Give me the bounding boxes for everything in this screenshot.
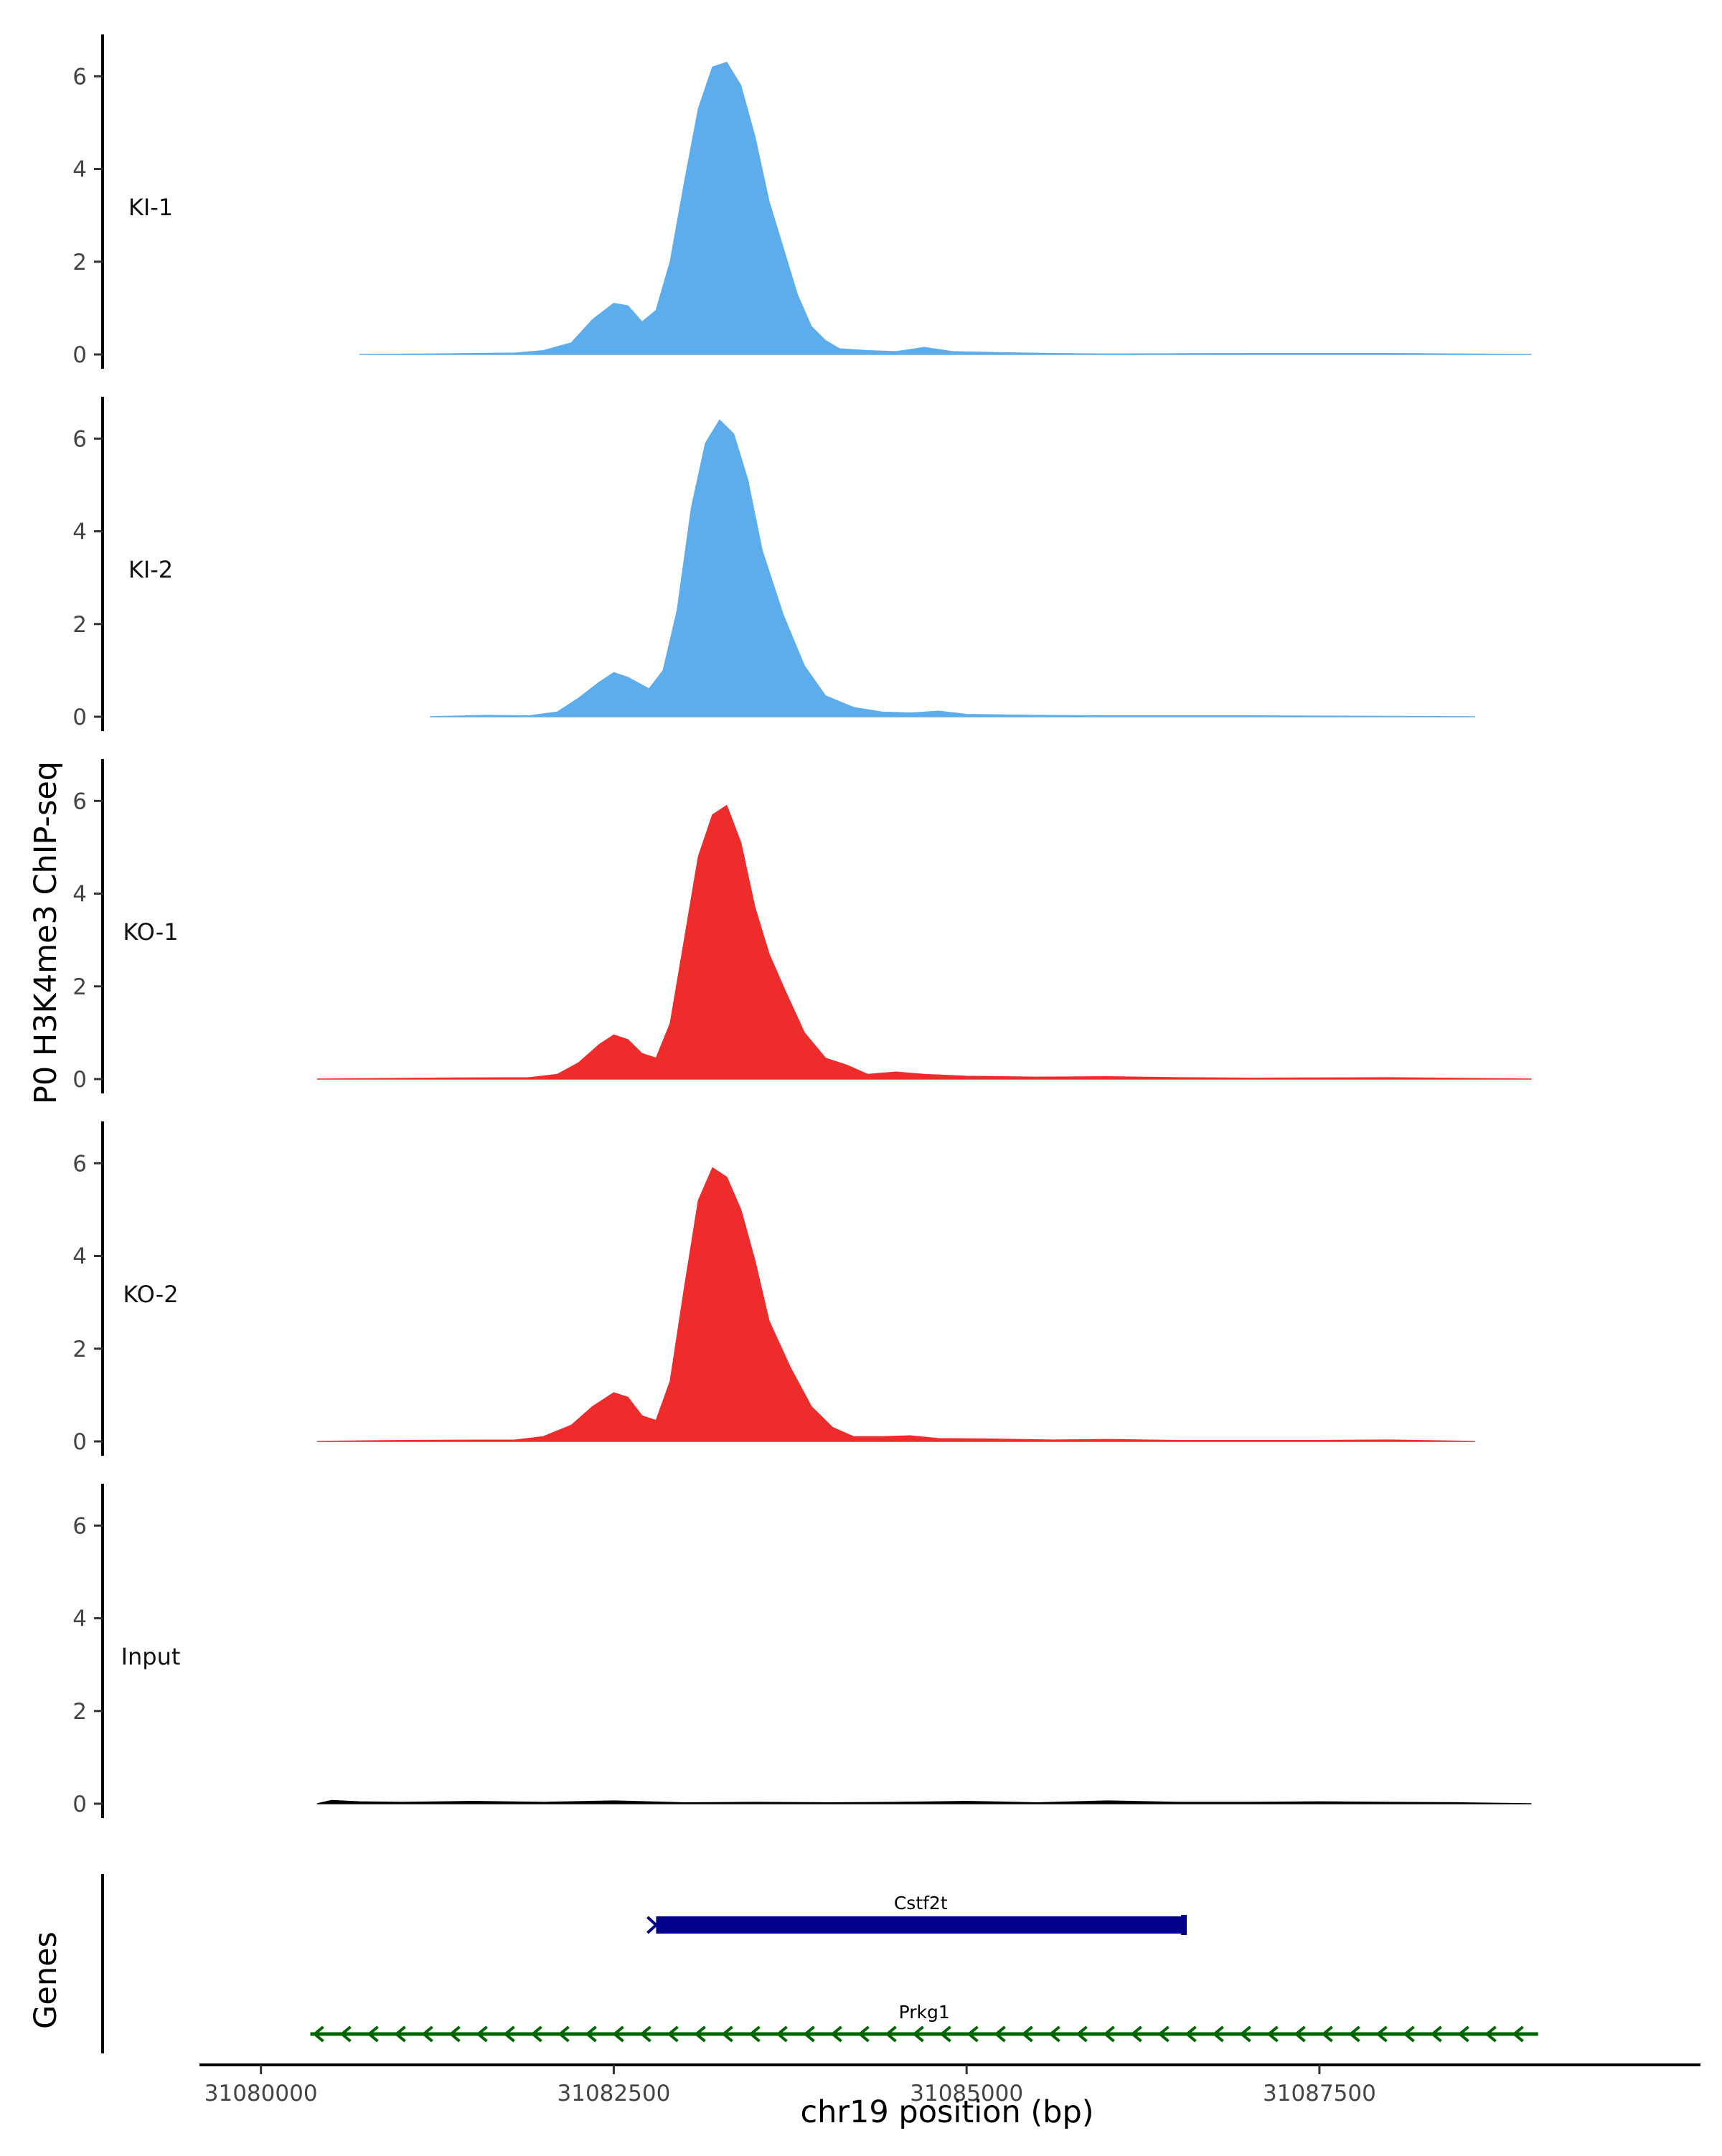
strand-arrow [721, 2025, 733, 2043]
strand-arrow [421, 2025, 433, 2043]
y-tick-label: 4 [72, 1606, 87, 1632]
strand-arrow [646, 1916, 659, 1934]
gene-body [656, 1916, 1186, 1934]
strand-arrow [367, 2025, 379, 2043]
track-label: KO-1 [123, 918, 178, 946]
strand-arrow [612, 2025, 624, 2043]
track-label: KI-2 [128, 556, 173, 583]
y-tick-label: 6 [72, 426, 87, 452]
strand-arrow [1375, 2025, 1388, 2043]
signal-area-ki-2 [429, 419, 1476, 717]
strand-arrow [667, 2025, 679, 2043]
strand-arrow [830, 2025, 842, 2043]
strand-arrow [1348, 2025, 1360, 2043]
strand-arrow [557, 2025, 570, 2043]
gene-panel: Cstf2t Prkg1 [101, 1874, 1538, 2053]
signal-area-ki-1 [359, 62, 1532, 355]
strand-arrow [448, 2025, 461, 2043]
track-label: KI-1 [128, 194, 173, 221]
strand-arrow [1457, 2025, 1469, 2043]
y-tick-label: 0 [72, 705, 87, 730]
strand-arrow [639, 2025, 651, 2043]
track-input: 0 2 4 6 Input [72, 1484, 1532, 1818]
strand-arrow [1512, 2025, 1524, 2043]
strand-arrow [476, 2025, 488, 2043]
y-tick-label: 6 [72, 1151, 87, 1177]
tracks-layer: 0 2 4 6 KI-1 0 2 4 6 KI-2 0 2 4 6 KO-1 0 2 4 6 KO-2 0 2 4 6 Inpu… [72, 34, 1532, 1818]
y-axis-title: P0 H3K4me3 ChIP-seq [28, 761, 64, 1104]
x-axis: 31080000 31082500 31085000 31087500 [199, 2063, 1700, 2106]
strand-arrow [939, 2025, 951, 2043]
x-tick-label: 31087500 [1263, 2081, 1376, 2106]
y-tick-label: 4 [72, 1244, 87, 1270]
y-tick-label: 6 [72, 789, 87, 814]
track-ko-1: 0 2 4 6 KO-1 [72, 759, 1532, 1093]
strand-arrow [394, 2025, 406, 2043]
strand-arrow [748, 2025, 761, 2043]
strand-arrow [1294, 2025, 1306, 2043]
x-tick-label: 31080000 [204, 2081, 318, 2106]
y-tick-label: 6 [72, 64, 87, 90]
strand-arrow [885, 2025, 897, 2043]
strand-arrow [694, 2025, 706, 2043]
y-tick-label: 2 [72, 250, 87, 276]
y-tick-label: 0 [72, 1429, 87, 1455]
strand-arrow [339, 2025, 352, 2043]
gene-label: Cstf2t [894, 1893, 948, 1913]
strand-arrow [1430, 2025, 1442, 2043]
strand-arrow [1485, 2025, 1497, 2043]
signal-area-ko-2 [316, 1167, 1476, 1442]
y-tick-label: 2 [72, 974, 87, 1000]
strand-arrow [966, 2025, 979, 2043]
strand-arrow [530, 2025, 542, 2043]
strand-arrow [1021, 2025, 1033, 2043]
gene-cstf2t: Cstf2t [646, 1893, 1187, 1935]
strand-arrow [312, 2025, 324, 2043]
strand-arrow [776, 2025, 788, 2043]
gene-end-cap [1181, 1915, 1187, 1935]
y-tick-label: 2 [72, 1337, 87, 1362]
strand-arrow [1130, 2025, 1142, 2043]
strand-arrow [857, 2025, 870, 2043]
strand-arrow [1103, 2025, 1115, 2043]
strand-arrow [1185, 2025, 1197, 2043]
strand-arrow [1239, 2025, 1251, 2043]
strand-arrow [585, 2025, 597, 2043]
y-tick-label: 4 [72, 157, 87, 183]
x-tick-label: 31085000 [910, 2081, 1023, 2106]
y-tick-label: 4 [72, 519, 87, 545]
track-ko-2: 0 2 4 6 KO-2 [72, 1121, 1476, 1456]
track-ki-1: 0 2 4 6 KI-1 [72, 34, 1532, 369]
gene-prkg1: Prkg1 [310, 2002, 1538, 2043]
strand-arrow [1403, 2025, 1415, 2043]
strand-arrow [1076, 2025, 1088, 2043]
y-tick-label: 0 [72, 342, 87, 368]
y-tick-label: 2 [72, 612, 87, 638]
y-tick-label: 0 [72, 1067, 87, 1093]
x-axis-title: chr19 position (bp) [800, 2094, 1093, 2130]
x-tick-label: 31082500 [557, 2081, 671, 2106]
strand-arrow [503, 2025, 515, 2043]
strand-arrow [912, 2025, 924, 2043]
track-ki-2: 0 2 4 6 KI-2 [72, 397, 1476, 731]
y-tick-label: 6 [72, 1513, 87, 1539]
signal-area-ko-1 [316, 805, 1532, 1080]
strand-arrow [803, 2025, 815, 2043]
gene-panel-label: Genes [28, 1931, 64, 2029]
strand-arrow [1157, 2025, 1170, 2043]
strand-arrow [1321, 2025, 1333, 2043]
track-label: Input [121, 1643, 181, 1670]
strand-arrow [1212, 2025, 1224, 2043]
gene-label: Prkg1 [899, 2002, 950, 2023]
strand-arrow [1048, 2025, 1060, 2043]
y-tick-label: 2 [72, 1699, 87, 1725]
strand-arrow [1266, 2025, 1279, 2043]
y-tick-label: 0 [72, 1792, 87, 1817]
signal-area-input [316, 1799, 1532, 1804]
strand-arrow [994, 2025, 1006, 2043]
y-tick-label: 4 [72, 882, 87, 908]
track-label: KO-2 [123, 1281, 178, 1308]
